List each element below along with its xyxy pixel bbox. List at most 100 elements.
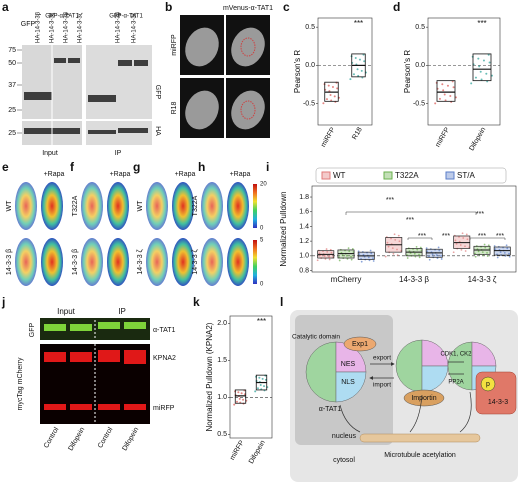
plot-frame (427, 17, 501, 126)
y-tick-label: 0.5 (415, 24, 425, 31)
dot (460, 248, 463, 251)
dot (357, 74, 360, 77)
dot (348, 250, 351, 253)
band (44, 324, 66, 331)
dot (499, 251, 502, 253)
section: IP (115, 150, 122, 157)
dot (326, 250, 329, 253)
dot (437, 246, 440, 249)
lane-label: HA-14-3-3β (36, 11, 42, 43)
cell-image (41, 182, 63, 230)
dot (233, 403, 236, 406)
tat1-domain-catalytic (305, 341, 337, 403)
dot (346, 258, 349, 260)
dot (464, 245, 466, 248)
y-tick-label: 0.8 (299, 267, 309, 274)
significance: *** (442, 233, 450, 240)
x-tick-label: mCherry (331, 275, 362, 284)
dot (333, 95, 336, 98)
dot (487, 244, 490, 247)
cell-image (15, 238, 37, 286)
dot (477, 250, 480, 253)
lane-label: HA-14-3-3β (116, 11, 122, 43)
lane-label: Difopein (121, 426, 140, 452)
x-tick-label: Difopein (468, 126, 487, 152)
colorbar (253, 240, 257, 284)
significance: *** (354, 19, 363, 28)
panel-letter: a (2, 0, 9, 14)
band (124, 322, 146, 329)
band (134, 60, 148, 66)
marker: 37 (8, 82, 16, 89)
band (88, 95, 102, 102)
dot (327, 84, 330, 87)
dot (367, 256, 370, 259)
lane-label: HA-14-3-3ζ (78, 12, 84, 43)
dot (462, 237, 465, 239)
cell-image (41, 238, 63, 286)
panel-title: mVenus-α-TAT1 (223, 5, 273, 12)
dot (323, 255, 326, 257)
band-label: α-TAT1 (153, 327, 176, 334)
dot (396, 254, 399, 257)
dot (254, 390, 257, 393)
dot (458, 240, 461, 243)
dot (446, 84, 449, 87)
y-tick-label: -0.5 (413, 100, 425, 107)
dot (357, 250, 360, 253)
dot (480, 78, 483, 81)
dot (325, 248, 328, 250)
panel-letter: i (266, 160, 269, 174)
y-tick-label: -0.5 (303, 100, 315, 107)
plot-frame (229, 315, 273, 439)
dot (452, 86, 455, 89)
section: Input (42, 150, 58, 157)
dot (369, 249, 372, 252)
dot (441, 83, 444, 86)
cell-image (172, 182, 194, 230)
colorbar-label: 0 (260, 282, 264, 288)
band (24, 92, 38, 100)
cell-image (201, 182, 223, 230)
cell (185, 90, 219, 130)
legend-frame (315, 167, 507, 184)
significance: *** (478, 233, 486, 240)
dot (443, 93, 446, 96)
y-axis-label: Pearson's R (293, 50, 302, 94)
dot (322, 102, 325, 105)
panel-letter: h (198, 160, 205, 174)
cell (185, 27, 219, 67)
legend-label: T322A (395, 171, 419, 180)
dot (461, 232, 464, 235)
cell-image (107, 238, 129, 286)
dot (419, 246, 422, 249)
dot (240, 392, 243, 395)
diagram-label: p (486, 381, 490, 388)
dot (493, 245, 496, 247)
dot (474, 255, 477, 258)
lane-label: HA-14-3-3ζ (132, 12, 138, 43)
dot (352, 73, 355, 76)
lane-label: Control (97, 426, 115, 449)
band (124, 404, 146, 410)
dot (362, 253, 365, 256)
dot (316, 259, 319, 262)
channel-label: mycTag mCherry (17, 357, 24, 410)
dot (418, 256, 421, 259)
colorbar-label: 5 (260, 238, 264, 244)
dot (406, 257, 409, 259)
dot (466, 238, 469, 241)
legend-swatch (321, 171, 331, 180)
diagram-label: Importin (411, 395, 436, 402)
panel-letter: k (193, 295, 200, 309)
band (54, 58, 66, 63)
x-tick-label: miRFP (229, 439, 246, 461)
x-tick-label: R18 (351, 126, 364, 141)
dot (329, 248, 332, 251)
y-tick-label: 0.0 (415, 62, 425, 69)
dot (418, 253, 420, 256)
dot (356, 68, 359, 71)
dot (490, 74, 493, 77)
y-tick-label: 0.5 (305, 24, 315, 31)
dot (440, 254, 442, 257)
